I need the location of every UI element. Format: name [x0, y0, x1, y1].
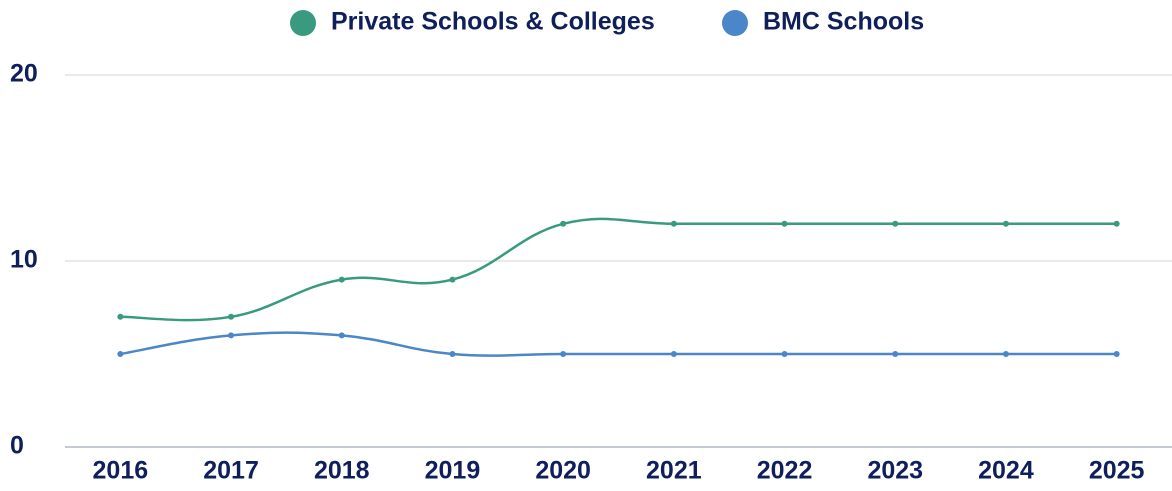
x-tick-label: 2022	[757, 457, 813, 485]
data-point	[117, 351, 124, 357]
x-tick-label: 2017	[203, 457, 259, 485]
x-tick-label: 2018	[314, 457, 370, 485]
x-tick-label: 2021	[646, 457, 702, 485]
x-tick-label: 2019	[425, 457, 481, 485]
legend-label: Private Schools & Colleges	[331, 8, 655, 36]
data-point	[117, 313, 124, 320]
data-point	[1002, 220, 1009, 227]
data-point	[1002, 351, 1009, 357]
data-point	[1113, 220, 1120, 227]
y-tick-label: 0	[10, 432, 24, 460]
x-tick-label: 2020	[535, 457, 591, 485]
data-point	[228, 332, 235, 339]
x-tick-label: 2016	[93, 457, 149, 485]
data-point	[560, 351, 567, 357]
data-point	[338, 276, 345, 283]
data-point	[228, 313, 235, 320]
x-tick-label: 2023	[867, 457, 923, 485]
data-point	[781, 351, 788, 357]
data-point	[449, 351, 456, 357]
x-tick-label: 2025	[1089, 457, 1145, 485]
data-point	[338, 332, 345, 339]
legend-swatch	[290, 10, 316, 36]
y-tick-label: 10	[10, 246, 38, 274]
data-point	[781, 220, 788, 227]
legend-swatch	[722, 10, 748, 36]
legend-label: BMC Schools	[763, 8, 924, 36]
data-point	[560, 220, 567, 227]
series-line	[120, 217, 1117, 322]
data-point	[670, 351, 677, 357]
data-point	[449, 276, 456, 283]
y-tick-label: 20	[10, 60, 38, 88]
data-point	[1113, 351, 1120, 357]
data-point	[892, 220, 899, 227]
series-line	[120, 331, 1117, 357]
x-tick-label: 2024	[978, 457, 1034, 485]
data-point	[670, 220, 677, 227]
data-point	[892, 351, 899, 357]
